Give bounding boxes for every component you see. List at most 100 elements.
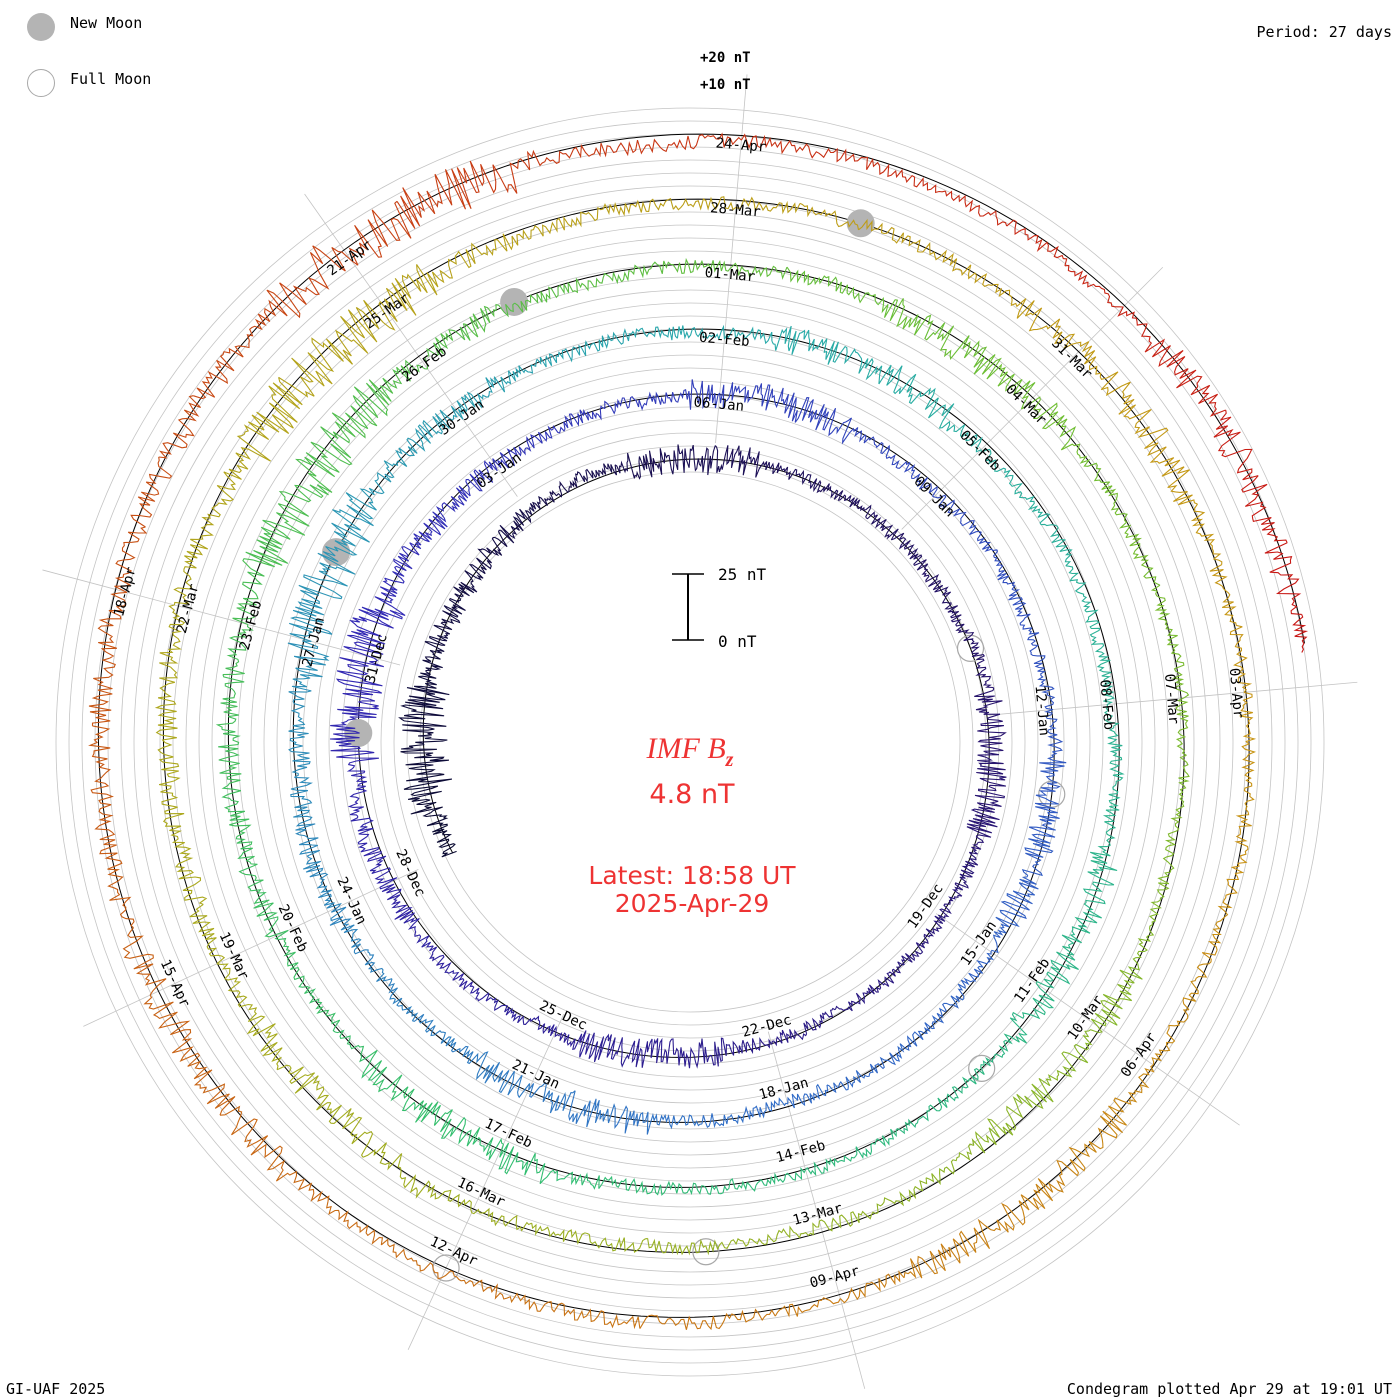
bz-trace-segment	[970, 785, 1006, 824]
bz-traces	[88, 132, 1309, 1331]
bz-trace-segment	[1097, 802, 1120, 853]
scale-bar: 25 nT 0 nT	[672, 565, 767, 651]
bz-trace-segment	[672, 196, 737, 211]
bz-trace-segment	[403, 764, 453, 800]
bz-trace-segment	[94, 793, 121, 862]
bz-trace-segment	[1025, 307, 1090, 349]
date-label: 28-Dec	[392, 847, 428, 900]
bz-trace-segment	[980, 448, 1014, 487]
bz-trace-segment	[990, 909, 1020, 954]
bz-trace-segment	[193, 345, 244, 400]
bz-trace-segment	[674, 257, 731, 275]
bz-trace-segment	[173, 544, 204, 606]
bz-trace-segment	[771, 325, 823, 355]
bz-trace-segment	[1190, 503, 1223, 565]
date-label: 12-Jan	[1032, 685, 1052, 737]
bz-trace-segment	[903, 1238, 970, 1279]
bz-trace-segment	[278, 337, 353, 398]
bz-trace-segment	[573, 1308, 641, 1330]
bz-trace-segment	[1103, 704, 1123, 755]
bz-trace-segment	[1108, 1064, 1155, 1126]
bz-trace-segment	[971, 646, 992, 680]
bz-trace-segment	[471, 1207, 532, 1232]
plotted-timestamp: Condegram plotted Apr 29 at 19:01 UT	[1066, 1380, 1392, 1398]
bz-trace-segment	[826, 1070, 871, 1094]
date-label: 07-Mar	[1161, 673, 1181, 725]
bz-trace-segment	[353, 949, 393, 982]
bz-trace-segment	[401, 1100, 455, 1139]
grid-ring	[120, 172, 1260, 1312]
bz-trace-segment	[735, 196, 801, 215]
center-value: 4.8 nT	[649, 779, 735, 810]
new-moon-marker	[846, 209, 875, 238]
bz-trace-segment	[676, 324, 725, 341]
bz-trace-segment	[905, 1014, 940, 1051]
bz-trace-segment	[460, 557, 492, 593]
bz-trace-segment	[143, 994, 194, 1057]
bz-trace-segment	[246, 1011, 283, 1070]
bz-trace-segment	[1084, 609, 1105, 658]
bz-trace-segment	[492, 440, 532, 469]
bz-trace-segment	[977, 713, 1007, 752]
bz-trace-segment	[546, 1169, 600, 1190]
bz-trace-segment	[360, 846, 398, 888]
bz-trace-segment	[598, 1175, 652, 1195]
bz-trace-segment	[1166, 350, 1226, 417]
bz-trace-segment	[412, 1013, 455, 1047]
bz-trace-segment	[1011, 482, 1051, 525]
bz-trace-segment	[774, 1297, 841, 1318]
bz-trace-segment	[330, 692, 379, 734]
bz-trace-segment	[584, 328, 630, 356]
center-title: IMF Bz	[646, 732, 734, 771]
ring-scale-labels: +20 nT +10 nT	[700, 50, 751, 93]
bz-trace-segment	[335, 657, 384, 696]
date-label: 01-Mar	[704, 265, 756, 285]
bz-trace-segment	[638, 391, 680, 411]
bz-trace-segment	[755, 1166, 806, 1187]
bz-trace-segment	[1035, 944, 1079, 989]
bz-trace-segment	[707, 1308, 776, 1331]
bz-trace-segment	[362, 1142, 417, 1194]
bz-trace-segment	[97, 591, 127, 659]
bz-trace-segment	[429, 945, 460, 981]
date-label: 28-Mar	[710, 200, 762, 220]
bz-trace-segment	[409, 515, 448, 552]
bz-trace-segment	[799, 202, 860, 230]
bz-trace-segment	[410, 797, 449, 827]
bz-trace-segment	[279, 245, 352, 306]
bz-trace-segment	[1021, 396, 1077, 442]
bz-trace-segment	[1226, 821, 1252, 885]
bz-trace-segment	[588, 1032, 626, 1068]
bz-trace-segment	[380, 1238, 442, 1280]
bz-trace-segment	[1090, 975, 1135, 1027]
bz-trace-segment	[456, 377, 496, 420]
bz-trace-segment	[1038, 751, 1067, 794]
bz-trace-segment	[432, 823, 457, 858]
bz-trace-segment	[1101, 481, 1132, 538]
bz-trace-segment	[621, 260, 676, 283]
bz-trace-segment	[215, 674, 245, 730]
bz-trace-segment	[1009, 982, 1055, 1036]
bz-trace-segment	[906, 374, 955, 422]
bz-trace-segment	[485, 997, 522, 1023]
bz-trace-segment	[1043, 708, 1064, 753]
bz-trace-segment	[232, 568, 265, 626]
date-label: 08-Feb	[1096, 679, 1116, 731]
bz-trace-segment	[332, 1019, 378, 1065]
bz-trace-segment	[938, 883, 964, 919]
ring-scale-label: +20 nT	[700, 50, 751, 66]
bz-trace-segment	[463, 150, 533, 194]
bz-trace-segment	[331, 382, 390, 441]
bz-trace-segment	[680, 444, 716, 476]
bz-trace-segment	[422, 641, 446, 672]
bz-trace-segment	[1182, 949, 1218, 1011]
bz-trace-segment	[449, 1116, 504, 1161]
bz-trace-segment	[499, 508, 532, 544]
bz-trace-segment	[415, 405, 464, 444]
bz-trace-segment	[917, 241, 977, 280]
bz-trace-segment	[925, 1143, 974, 1186]
bz-trace-segment	[276, 1064, 331, 1111]
bz-trace-segment	[809, 478, 844, 501]
bz-trace-segment	[1241, 475, 1288, 543]
